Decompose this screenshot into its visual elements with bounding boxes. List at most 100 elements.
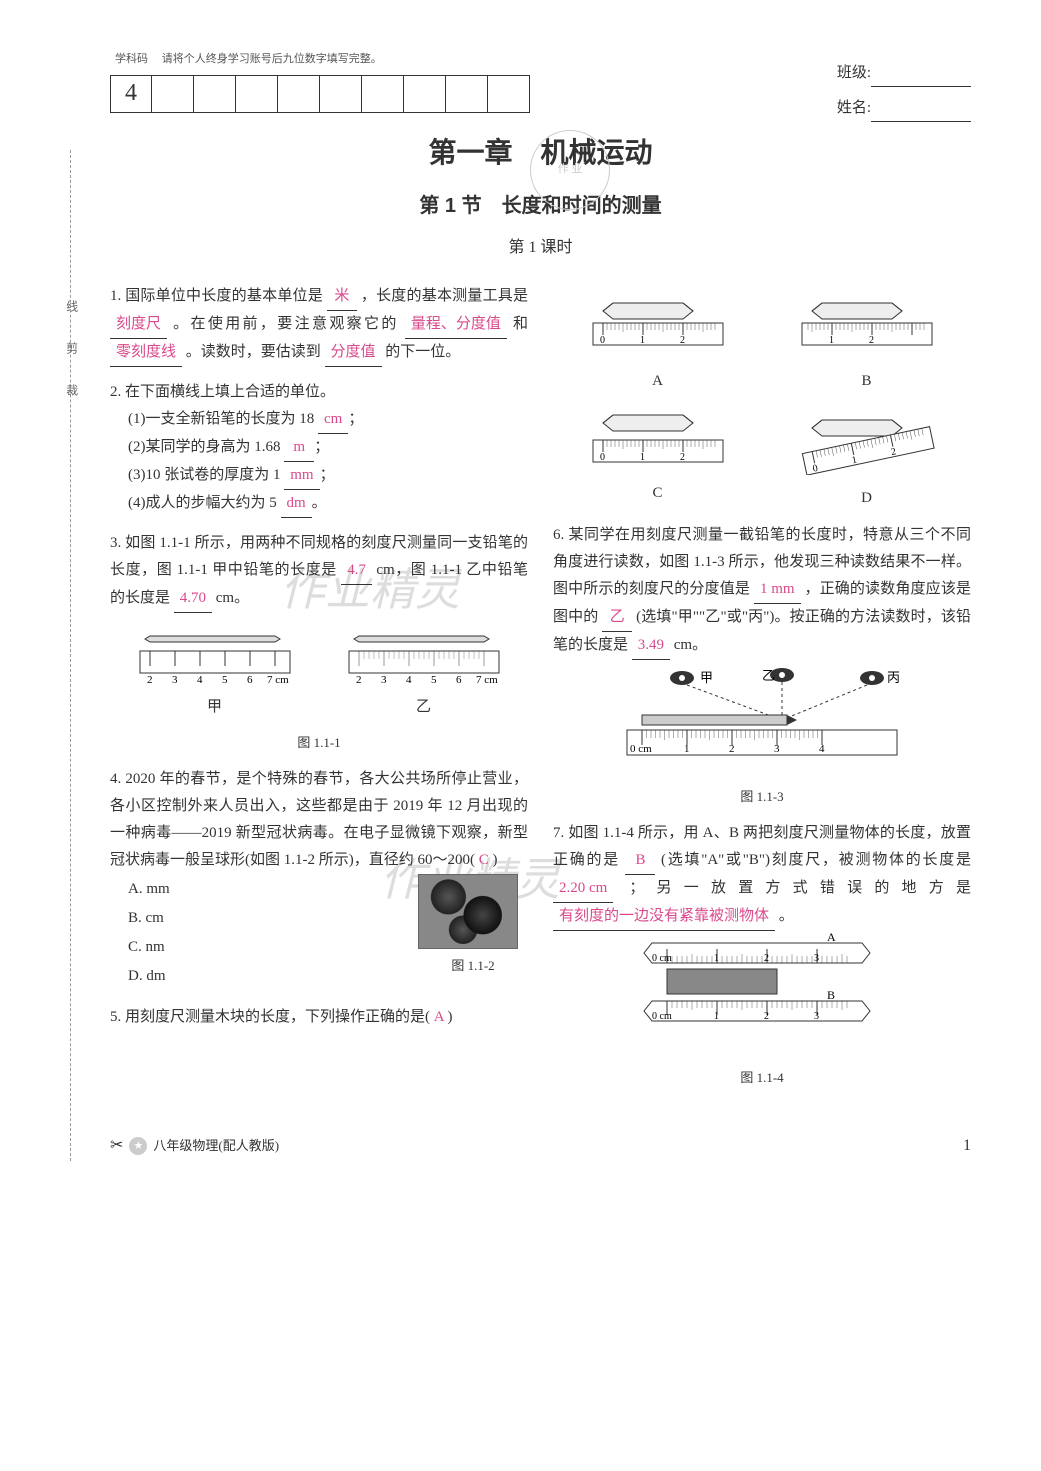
code-box-9[interactable] bbox=[488, 75, 530, 113]
question-7: 7. 如图 1.1-4 所示，用 A、B 两把刻度尺测量物体的长度，放置正确的是… bbox=[553, 820, 971, 1089]
svg-text:6: 6 bbox=[247, 674, 253, 686]
q6-answer-1: 1 mm bbox=[754, 576, 801, 604]
q5-label-a: A bbox=[588, 368, 728, 395]
code-box-5[interactable] bbox=[320, 75, 362, 113]
q2-ans2: m bbox=[284, 434, 314, 462]
code-box-2[interactable] bbox=[194, 75, 236, 113]
svg-text:1: 1 bbox=[684, 743, 690, 755]
q2-sub1: (1)一支全新铅笔的长度为 18 bbox=[128, 411, 314, 427]
svg-text:5: 5 bbox=[431, 674, 437, 686]
q1-text: 和 bbox=[513, 316, 528, 332]
svg-text:2: 2 bbox=[764, 953, 769, 964]
name-label: 姓名: bbox=[837, 100, 871, 116]
svg-text:2: 2 bbox=[729, 743, 735, 755]
figure-1-1-1-label: 图 1.1-1 bbox=[110, 731, 528, 754]
header-instruction: 请将个人终身学习账号后九位数字填写完整。 bbox=[162, 53, 382, 65]
q7-answer-3: 有刻度的一边没有紧靠被测物体 bbox=[553, 903, 775, 931]
name-input[interactable] bbox=[871, 104, 971, 122]
q3-answer-2: 4.70 bbox=[174, 585, 212, 613]
figure-1-1-4: A 0 cm123 B bbox=[553, 931, 971, 1089]
code-box-1[interactable] bbox=[152, 75, 194, 113]
svg-text:2: 2 bbox=[764, 1011, 769, 1022]
question-3: 3. 如图 1.1-1 所示，用两种不同规格的刻度尺测量同一支铅笔的长度，图 1… bbox=[110, 530, 528, 754]
q3-answer-1: 4.7 bbox=[341, 557, 372, 585]
fig-label-b: 乙 bbox=[344, 694, 504, 721]
q2-t: 。 bbox=[312, 495, 327, 511]
svg-text:A: A bbox=[827, 931, 836, 944]
figure-q5-a: 012 A bbox=[588, 293, 728, 395]
svg-text:0: 0 bbox=[600, 335, 605, 346]
code-label: 学科码 bbox=[115, 53, 148, 65]
svg-text:0: 0 bbox=[600, 452, 605, 463]
q2-sub3: (3)10 张试卷的厚度为 1 bbox=[128, 467, 281, 483]
code-box-7[interactable] bbox=[404, 75, 446, 113]
q3-text: cm。 bbox=[216, 590, 249, 606]
svg-text:1: 1 bbox=[640, 335, 645, 346]
figure-1-1-1-b: 234567 cm 乙 bbox=[344, 623, 504, 721]
svg-text:5: 5 bbox=[222, 674, 228, 686]
svg-text:0 cm: 0 cm bbox=[630, 743, 652, 755]
svg-text:2: 2 bbox=[147, 674, 153, 686]
class-label: 班级: bbox=[837, 65, 871, 81]
q2-sub2: (2)某同学的身高为 1.68 bbox=[128, 439, 281, 455]
figure-1-1-4-label: 图 1.1-4 bbox=[553, 1066, 971, 1089]
q1-text: ，长度的基本测量工具是 bbox=[361, 288, 528, 304]
code-box-4[interactable] bbox=[278, 75, 320, 113]
q5-label-c: C bbox=[588, 480, 728, 507]
q7-answer-1: B bbox=[625, 847, 655, 875]
q6-answer-3: 3.49 bbox=[632, 632, 670, 660]
question-6: 6. 某同学在用刻度尺测量一截铅笔的长度时，特意从三个不同角度进行读数，如图 1… bbox=[553, 522, 971, 808]
q1-answer-5: 分度值 bbox=[325, 339, 382, 367]
question-1: 1. 国际单位中长度的基本单位是 米 ，长度的基本测量工具是 刻度尺 。在使用前… bbox=[110, 283, 528, 367]
code-box-3[interactable] bbox=[236, 75, 278, 113]
question-5: 5. 用刻度尺测量木块的长度，下列操作正确的是( A ) bbox=[110, 1004, 528, 1031]
svg-text:甲: 甲 bbox=[700, 670, 713, 685]
svg-text:3: 3 bbox=[774, 743, 780, 755]
q1-text: 。读数时，要估读到 bbox=[186, 344, 321, 360]
svg-text:3: 3 bbox=[172, 674, 178, 686]
svg-text:3: 3 bbox=[381, 674, 387, 686]
student-info: 班级: 姓名: bbox=[837, 60, 971, 130]
q1-answer-3: 量程、分度值 bbox=[405, 311, 507, 339]
q2-ans4: dm bbox=[281, 490, 312, 518]
code-box-0[interactable]: 4 bbox=[110, 75, 152, 113]
figure-1-1-1-a: 234567 cm 甲 bbox=[135, 623, 295, 721]
figure-q5-c: 0 1 2 C bbox=[588, 405, 728, 512]
footer-text: 八年级物理(配人教版) bbox=[153, 1134, 279, 1157]
figure-q5-d: 012 D bbox=[797, 405, 937, 512]
question-5-figures: 012 A 12 B bbox=[553, 293, 971, 512]
q4-text: ) bbox=[493, 852, 498, 868]
figure-1-1-2: 图 1.1-2 bbox=[418, 874, 528, 985]
figure-q5-b: 12 B bbox=[797, 293, 937, 395]
left-column: 1. 国际单位中长度的基本单位是 米 ，长度的基本测量工具是 刻度尺 。在使用前… bbox=[110, 283, 528, 1102]
scissors-icon: ✂ bbox=[110, 1132, 123, 1161]
q5-text: 5. 用刻度尺测量木块的长度，下列操作正确的是( bbox=[110, 1009, 430, 1025]
q6-text: cm。 bbox=[674, 637, 707, 653]
q4-answer: C bbox=[479, 852, 489, 868]
q2-ans3: mm bbox=[284, 462, 319, 490]
figure-1-1-3-label: 图 1.1-3 bbox=[553, 785, 971, 808]
svg-text:3: 3 bbox=[814, 1011, 819, 1022]
svg-text:6: 6 bbox=[456, 674, 462, 686]
q5-label-b: B bbox=[797, 368, 937, 395]
svg-text:1: 1 bbox=[714, 1011, 719, 1022]
footer: ✂ ★ 八年级物理(配人教版) 1 bbox=[110, 1132, 971, 1161]
q7-text: 。 bbox=[779, 908, 794, 924]
svg-text:4: 4 bbox=[197, 674, 203, 686]
svg-text:2: 2 bbox=[869, 335, 874, 346]
q7-text: (选填"A"或"B")刻度尺，被测物体的长度是 bbox=[661, 852, 971, 868]
svg-text:1: 1 bbox=[640, 452, 645, 463]
lesson-title: 第 1 课时 bbox=[110, 234, 971, 263]
code-box-8[interactable] bbox=[446, 75, 488, 113]
code-box-6[interactable] bbox=[362, 75, 404, 113]
right-column: 012 A 12 B bbox=[553, 283, 971, 1102]
q2-t: ； bbox=[320, 467, 335, 483]
svg-text:1: 1 bbox=[714, 953, 719, 964]
q5-label-d: D bbox=[797, 485, 937, 512]
q4-text: 4. 2020 年的春节，是个特殊的春节，各大公共场所停止营业，各小区控制外来人… bbox=[110, 771, 528, 868]
svg-text:2: 2 bbox=[680, 452, 685, 463]
q2-t: ； bbox=[348, 411, 363, 427]
svg-text:3: 3 bbox=[814, 953, 819, 964]
class-input[interactable] bbox=[871, 69, 971, 87]
fig-label-a: 甲 bbox=[135, 694, 295, 721]
